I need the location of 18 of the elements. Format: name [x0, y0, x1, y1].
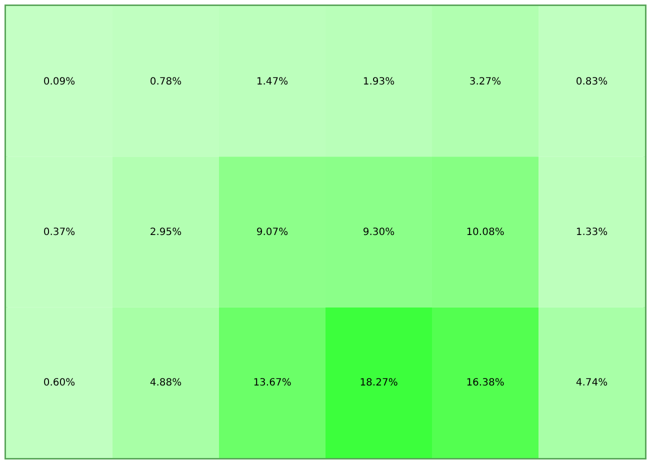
data-label: 9.07%: [256, 227, 288, 238]
data-label: 4.74%: [576, 378, 608, 389]
data-label: 0.60%: [43, 378, 76, 389]
data-label: 10.08%: [466, 227, 504, 238]
data-label: 9.30%: [362, 227, 395, 238]
data-label: 1.47%: [256, 76, 288, 88]
data-label: 13.67%: [253, 378, 292, 389]
data-label: 1.33%: [576, 227, 608, 238]
data-label: 16.38%: [466, 378, 504, 389]
data-label: 0.09%: [43, 76, 76, 88]
data-label: 0.83%: [576, 76, 608, 88]
data-label: 1.93%: [362, 76, 395, 88]
data-label: 4.88%: [150, 378, 182, 389]
data-label: 0.37%: [43, 227, 76, 238]
data-label: 3.27%: [469, 76, 502, 88]
data-label: 18.27%: [360, 378, 398, 389]
data-label: 0.78%: [150, 76, 182, 88]
data-label: 2.95%: [150, 227, 182, 238]
